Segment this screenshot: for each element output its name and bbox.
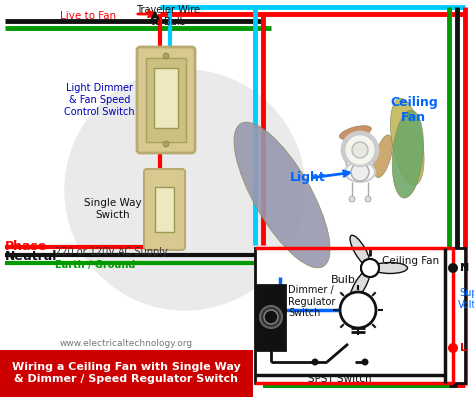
Text: Light: Light: [290, 172, 326, 185]
Ellipse shape: [345, 162, 375, 182]
Text: Phase: Phase: [5, 241, 47, 254]
Ellipse shape: [350, 235, 370, 266]
Text: Neutral: Neutral: [5, 251, 57, 264]
Bar: [146, 58, 186, 142]
Text: Wiring a Ceiling Fan with Single Way
& Dimmer / Speed Regulator Switch: Wiring a Ceiling Fan with Single Way & D…: [12, 362, 240, 384]
Ellipse shape: [392, 110, 423, 198]
Text: Bulb: Bulb: [330, 275, 356, 285]
Circle shape: [351, 163, 369, 181]
Circle shape: [448, 263, 458, 273]
Ellipse shape: [391, 98, 424, 185]
Circle shape: [346, 146, 374, 174]
Circle shape: [361, 259, 379, 277]
Bar: [255, 248, 465, 383]
Text: Ceiling Fan: Ceiling Fan: [382, 256, 439, 266]
Circle shape: [311, 358, 319, 366]
FancyBboxPatch shape: [137, 47, 195, 153]
Circle shape: [448, 343, 458, 353]
Text: Single Way
Swicth: Single Way Swicth: [84, 198, 142, 220]
Ellipse shape: [373, 262, 408, 274]
Text: Earth / Ground: Earth / Ground: [55, 260, 136, 270]
Circle shape: [344, 134, 376, 166]
Circle shape: [260, 306, 282, 328]
Circle shape: [340, 292, 376, 328]
Bar: [257, 285, 285, 350]
Text: www.electricaltechnology.org: www.electricaltechnology.org: [59, 339, 192, 347]
Circle shape: [163, 141, 169, 147]
Circle shape: [365, 196, 371, 202]
Ellipse shape: [234, 122, 330, 268]
Circle shape: [361, 259, 379, 277]
Bar: [155, 187, 174, 232]
Text: 220 or 120V AC Supply: 220 or 120V AC Supply: [55, 247, 168, 257]
Text: Ceiling
Fan: Ceiling Fan: [390, 96, 438, 124]
Circle shape: [342, 132, 378, 168]
Circle shape: [362, 358, 368, 366]
Circle shape: [65, 70, 305, 310]
Bar: [154, 68, 178, 128]
Circle shape: [264, 310, 278, 324]
FancyBboxPatch shape: [144, 169, 185, 250]
Ellipse shape: [374, 135, 392, 177]
Text: Traveler Wire
to Bulb: Traveler Wire to Bulb: [136, 5, 200, 27]
Text: Light Dimmer
& Fan Speed
Control Switch: Light Dimmer & Fan Speed Control Switch: [64, 83, 135, 117]
Ellipse shape: [350, 270, 370, 301]
Text: Supply
Voltage: Supply Voltage: [458, 288, 474, 310]
Circle shape: [352, 142, 368, 158]
Text: Live to Fan: Live to Fan: [60, 11, 116, 21]
Ellipse shape: [339, 125, 371, 140]
Text: Dimmer /
Regulator
Switch: Dimmer / Regulator Switch: [288, 285, 336, 318]
Text: SPST Switch: SPST Switch: [308, 374, 372, 384]
Text: N: N: [460, 263, 469, 273]
Bar: [0, 350, 253, 397]
Circle shape: [349, 196, 355, 202]
Text: L: L: [460, 343, 467, 353]
Circle shape: [163, 53, 169, 59]
